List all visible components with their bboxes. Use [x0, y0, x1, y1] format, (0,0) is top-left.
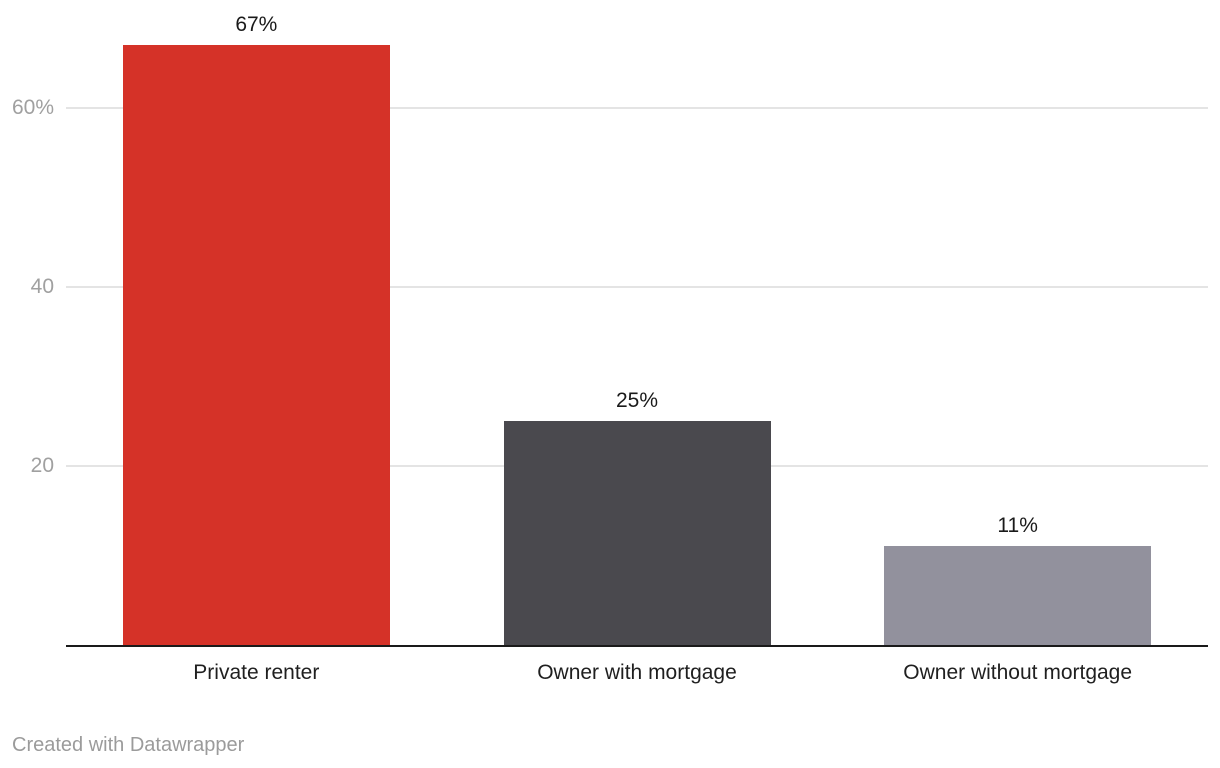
attribution-text: Created with Datawrapper [12, 734, 245, 756]
bar-owner-with-mortgage [503, 421, 771, 645]
y-gridline [66, 285, 1208, 288]
category-label: Owner without mortgage [903, 661, 1133, 684]
attribution: Created with Datawrapper [12, 733, 244, 757]
category-label: Private renter [193, 661, 320, 684]
value-labels-layer: 67% 25% 11% [235, 12, 1038, 538]
bars-layer [122, 44, 1152, 645]
bar-owner-without-mortgage [884, 546, 1152, 645]
bar-value-label: 11% [997, 514, 1038, 538]
category-label: Owner with mortgage [537, 661, 737, 684]
y-tick-label: 60% [11, 95, 54, 119]
bar-private-renter [122, 44, 390, 645]
y-tick-label: 20 [30, 453, 54, 477]
bar-value-label: 67% [235, 12, 278, 36]
y-axis-tick-labels: 20 40 60% [11, 95, 54, 477]
y-tick-label: 40 [30, 274, 54, 298]
plot-area: 20 40 60% 67% 25% 11% [11, 12, 1208, 647]
x-axis-line [66, 645, 1208, 647]
bar-value-label: 25% [615, 389, 659, 413]
y-gridline [66, 106, 1208, 109]
